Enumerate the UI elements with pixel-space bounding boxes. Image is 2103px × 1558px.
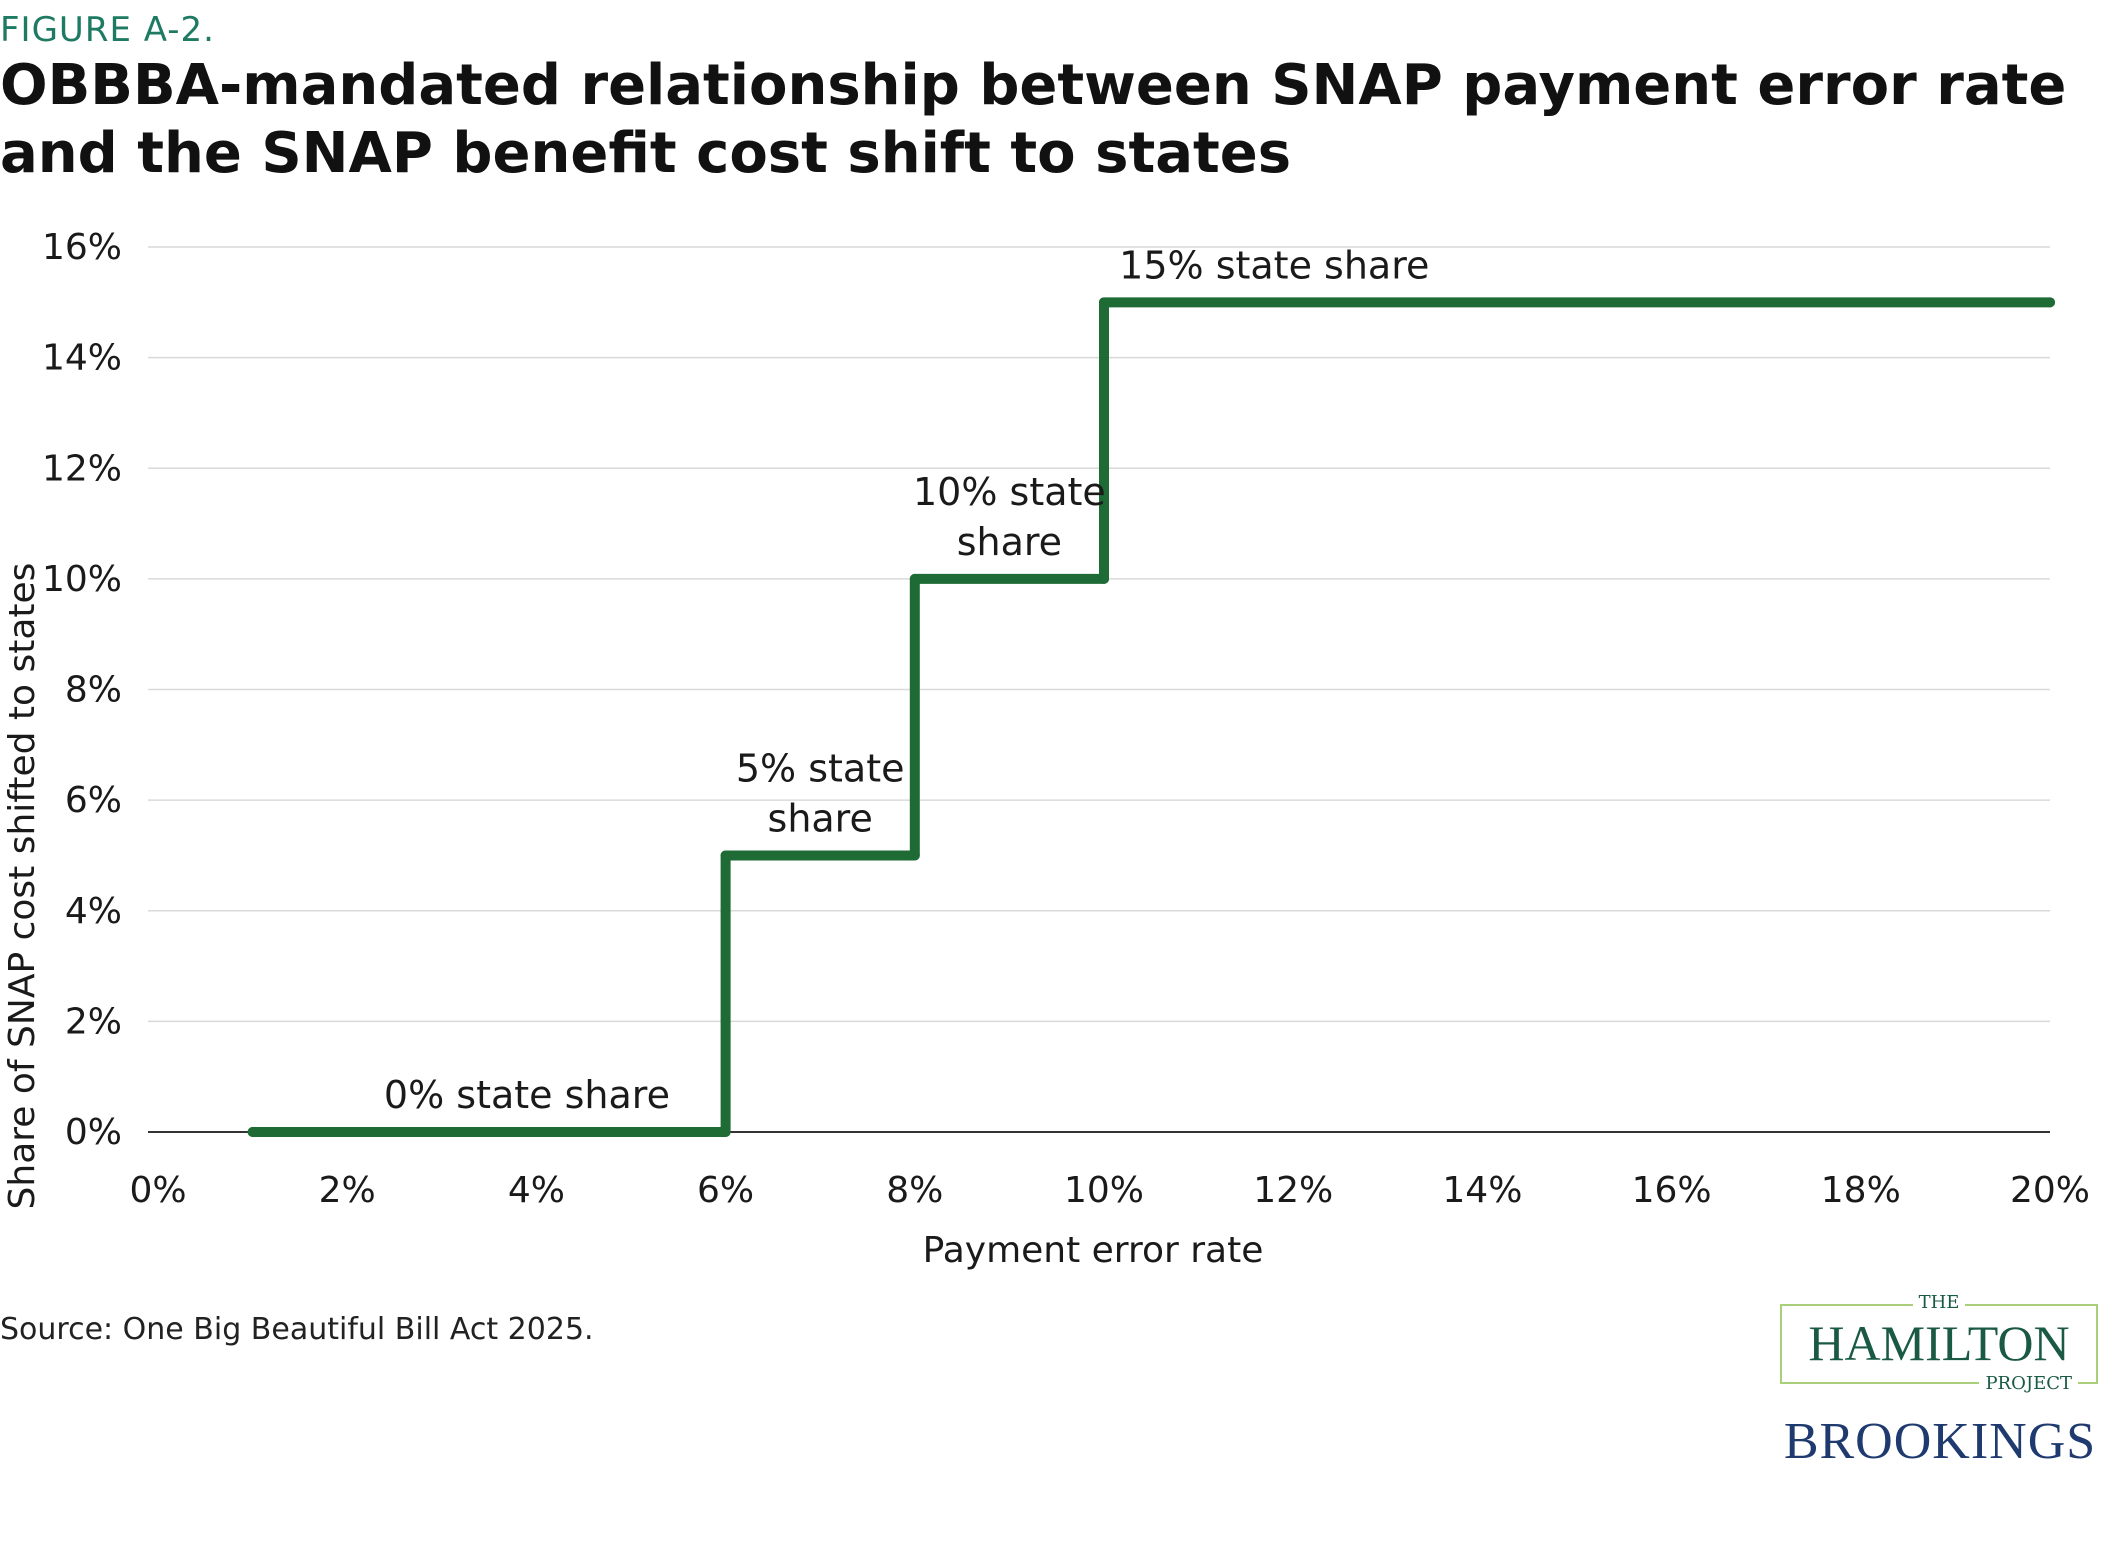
figure-label: FIGURE A-2. — [0, 10, 215, 50]
x-tick-label: 20% — [2010, 1170, 2090, 1211]
step-annotations: 0% state share 5% state share 10% state shar… — [384, 243, 1429, 1117]
x-tick-labels: 0% 2% 4% 6% 8% 10% 12% 14% 16% 18% 20% — [129, 1170, 2090, 1211]
y-tick-label: 12% — [42, 448, 122, 489]
x-tick-label: 14% — [1442, 1170, 1522, 1211]
data-point — [909, 850, 920, 861]
x-tick-label: 12% — [1253, 1170, 1333, 1211]
data-point — [909, 573, 920, 584]
x-tick-label: 8% — [886, 1170, 943, 1211]
step-annotation: 15% state share — [1119, 243, 1429, 287]
y-tick-label: 4% — [65, 891, 122, 932]
data-point — [1099, 297, 1109, 308]
step-annotation: share — [957, 520, 1062, 564]
x-tick-label: 6% — [697, 1170, 754, 1211]
step-annotation: 5% state — [736, 746, 905, 790]
logo-hamilton-text: HAMILTON — [1808, 1315, 2070, 1371]
x-tick-label: 10% — [1064, 1170, 1144, 1211]
source-note: Source: One Big Beautiful Bill Act 2025. — [0, 1312, 594, 1347]
x-tick-label: 18% — [1821, 1170, 1901, 1211]
logo-the-text: THE — [1912, 1292, 1966, 1313]
x-tick-label: 4% — [508, 1170, 565, 1211]
x-axis-label: Payment error rate — [923, 1230, 1264, 1271]
data-point — [720, 1127, 731, 1137]
y-tick-label: 8% — [65, 670, 122, 711]
hamilton-project-logo: THE HAMILTON PROJECT — [1780, 1292, 2098, 1394]
data-point — [1099, 573, 1109, 584]
y-tick-labels: 0% 2% 4% 6% 8% 10% 12% 14% 16% — [42, 227, 122, 1153]
chart-title: OBBBA-mandated relationship between SNAP… — [0, 53, 2067, 186]
series-line — [247, 297, 2055, 1137]
step-annotation: share — [768, 796, 873, 840]
y-axis-label: Share of SNAP cost shifted to states — [2, 563, 43, 1210]
step-annotation: 10% state — [913, 470, 1106, 514]
x-tick-label: 16% — [1632, 1170, 1712, 1211]
y-tick-label: 2% — [65, 1001, 122, 1042]
y-tick-label: 6% — [65, 780, 122, 821]
data-point — [2045, 297, 2055, 308]
logo-project-text: PROJECT — [1979, 1373, 2078, 1394]
x-tick-label: 0% — [129, 1170, 186, 1211]
y-tick-label: 14% — [42, 338, 122, 379]
data-point — [720, 850, 731, 861]
y-tick-label: 16% — [42, 227, 122, 268]
brookings-logo: BROOKINGS — [1783, 1413, 2097, 1470]
series-lines — [247, 297, 2055, 1137]
y-tick-label: 10% — [42, 559, 122, 600]
data-point — [247, 1127, 258, 1137]
x-tick-label: 2% — [319, 1170, 376, 1211]
step-annotation: 0% state share — [384, 1073, 670, 1117]
y-tick-label: 0% — [65, 1112, 122, 1153]
step-chart: 0% 2% 4% 6% 8% 10% 12% 14% 16% 0% 2% 4% 6% 8% 10% 12% 1… — [2, 227, 2090, 1271]
